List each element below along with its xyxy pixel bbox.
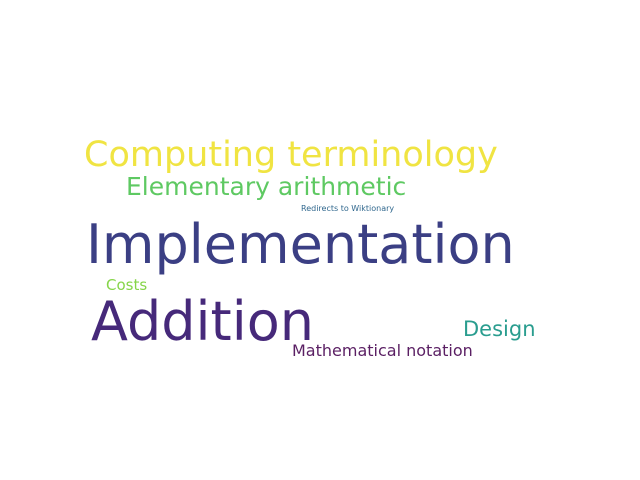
word-addition: Addition	[91, 290, 314, 353]
word-costs: Costs	[106, 276, 148, 294]
word-mathematical-notation: Mathematical notation	[292, 341, 473, 360]
word-design: Design	[463, 317, 536, 341]
word-redirects-to-wiktionary: Redirects to Wiktionary	[301, 204, 395, 213]
word-elementary-arithmetic: Elementary arithmetic	[126, 172, 407, 201]
word-computing-terminology: Computing terminology	[84, 135, 498, 175]
word-implementation: Implementation	[86, 213, 515, 276]
